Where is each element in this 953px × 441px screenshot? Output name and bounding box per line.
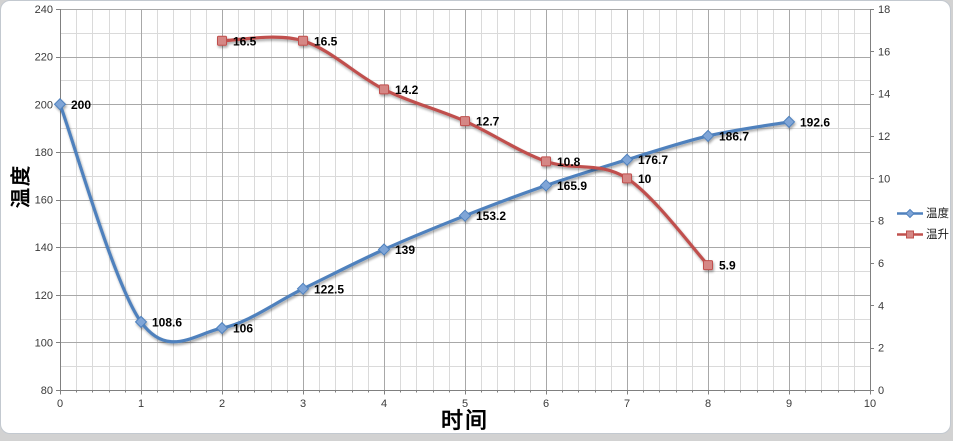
y-left-tick-label: 180	[35, 147, 53, 159]
y-axis-title: 温度	[10, 164, 33, 208]
x-tick-label: 1	[138, 398, 144, 410]
data-label: 165.9	[557, 179, 587, 193]
legend-item-1[interactable]: 温度	[897, 205, 949, 221]
y-left-tick-label: 220	[35, 52, 53, 64]
series-2-data-labels: 16.5 16.5 14.2 12.7 10.8 10 5.9	[233, 34, 736, 272]
y-left-tick-label: 240	[35, 4, 53, 16]
series-1-line	[53, 98, 796, 344]
data-label: 14.2	[395, 83, 419, 97]
legend-label: 温升	[926, 229, 949, 241]
data-label: 108.6	[152, 315, 182, 329]
data-label: 139	[395, 243, 415, 257]
x-tick-label: 3	[300, 398, 306, 410]
data-point-marker	[782, 115, 796, 129]
x-tick-label: 9	[786, 398, 792, 410]
y-right-tick-label: 10	[878, 173, 890, 185]
x-axis-title: 时间	[440, 408, 489, 433]
x-tick-label: 4	[381, 398, 387, 410]
y-right-tick-label: 16	[878, 46, 890, 58]
data-label: 16.5	[314, 34, 338, 48]
data-label: 192.6	[800, 115, 830, 129]
data-point-marker	[460, 116, 470, 127]
data-label: 176.7	[638, 153, 668, 167]
data-label: 200	[71, 98, 91, 112]
legend-item-2[interactable]: 温升	[897, 226, 949, 242]
y-right-tick-label: 0	[878, 385, 884, 397]
data-point-marker	[703, 260, 713, 271]
x-tick-label: 2	[219, 398, 225, 410]
data-label: 10	[638, 172, 652, 186]
axes	[56, 9, 874, 395]
x-tick-label: 10	[864, 398, 876, 410]
data-point-marker	[620, 153, 634, 166]
data-label: 16.5	[233, 34, 257, 48]
diamond-marker-swatch-icon	[897, 208, 923, 218]
series-2-line	[217, 35, 713, 271]
series-1-data-labels: 200 108.6 106 122.5 139 153.2 165.9 176.7 186.7 1…	[71, 98, 830, 336]
data-point-marker	[296, 282, 310, 296]
data-point-marker	[134, 315, 148, 329]
data-point-marker	[298, 35, 308, 46]
data-label: 122.5	[314, 282, 344, 296]
data-label: 5.9	[719, 259, 736, 273]
major-gridlines	[60, 9, 871, 391]
legend: 温度 温升	[897, 205, 949, 242]
square-marker-swatch-icon	[897, 230, 923, 238]
data-label: 12.7	[476, 115, 500, 129]
data-label: 106	[233, 322, 253, 336]
y-right-tick-label: 8	[878, 216, 884, 228]
y-right-tick-label: 18	[878, 4, 890, 16]
legend-label: 温度	[926, 208, 949, 220]
y-left-tick-label: 140	[35, 242, 53, 254]
x-tick-label: 6	[543, 398, 549, 410]
data-point-marker	[53, 98, 67, 111]
y-left-tick-label: 120	[35, 290, 53, 302]
y-left-tick-label: 160	[35, 195, 53, 207]
data-point-marker	[458, 209, 472, 222]
data-point-marker	[379, 84, 389, 95]
y-left-tick-label: 200	[35, 99, 53, 111]
data-point-marker	[541, 156, 551, 167]
y-right-tick-label: 12	[878, 131, 890, 143]
x-tick-label: 7	[624, 398, 630, 410]
x-tick-label: 0	[57, 398, 63, 410]
y-right-tick-label: 6	[878, 258, 884, 270]
x-tick-label: 8	[705, 398, 711, 410]
y-right-tick-label: 4	[878, 300, 884, 312]
data-point-marker	[701, 129, 715, 143]
y-right-tick-label: 14	[878, 89, 890, 101]
data-point-marker	[217, 35, 227, 46]
data-point-marker	[539, 179, 553, 192]
y-right-tick-label: 2	[878, 343, 884, 355]
data-point-marker	[377, 243, 391, 256]
data-label: 153.2	[476, 209, 506, 223]
data-label: 186.7	[719, 129, 749, 143]
y-left-tick-label: 100	[35, 337, 53, 349]
data-point-marker	[215, 321, 229, 335]
tick-labels: 8010012014016018020022024002468101214161…	[35, 4, 891, 410]
x-tick-label: 5	[462, 398, 468, 410]
data-point-marker	[622, 173, 632, 184]
y-left-tick-label: 80	[41, 385, 53, 397]
data-label: 10.8	[557, 155, 581, 169]
